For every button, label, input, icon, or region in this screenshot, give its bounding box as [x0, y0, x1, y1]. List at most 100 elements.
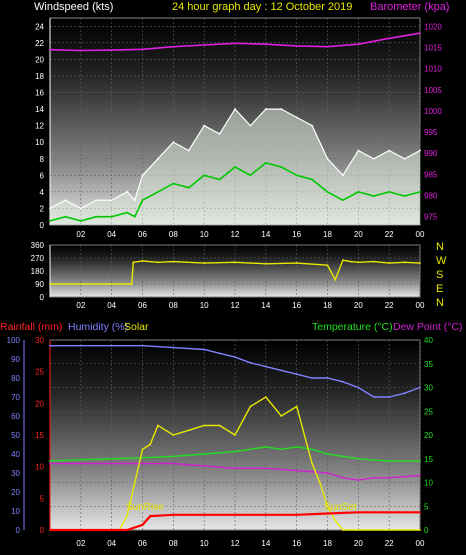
sunrise-label: SunRise	[126, 502, 164, 513]
temperature-axis-title: Temperature (°C)	[312, 321, 393, 333]
average-series-point	[342, 199, 344, 202]
x-tick-label: 18	[323, 539, 332, 548]
direction-series-point	[419, 262, 421, 264]
dewpoint-series-point	[295, 469, 298, 472]
barometer-tick-label: 995	[424, 128, 438, 137]
y-tick-label: 6	[40, 171, 45, 180]
direction-series-point	[157, 261, 159, 264]
gust-series-point	[64, 199, 67, 202]
rainfall-series-point	[234, 513, 236, 516]
direction-series-point	[326, 264, 329, 267]
humidity-axis-title: Humidity (%)	[68, 321, 128, 333]
x-tick-label: 10	[200, 230, 209, 239]
x-tick-label: 02	[76, 230, 85, 239]
barometer-tick-label: 1015	[424, 44, 442, 53]
temperature-series-point	[388, 460, 391, 463]
temperature-tick-label: 20	[424, 431, 433, 440]
temperature-tick-label: 0	[424, 526, 429, 535]
barometer-tick-label: 1005	[424, 86, 442, 95]
direction-series-point	[342, 259, 344, 262]
temperature-tick-label: 40	[424, 336, 433, 345]
barometer-series-point	[172, 45, 175, 48]
average-series-point	[133, 215, 136, 218]
humidity-series-point	[295, 373, 298, 376]
humidity-series-point	[280, 369, 283, 372]
gust-series-point	[357, 149, 360, 152]
average-series	[49, 162, 421, 222]
direction-series-point	[264, 262, 267, 265]
x-tick-label: 04	[107, 539, 116, 548]
temperature-series-point	[357, 457, 360, 460]
chart-title: 24 hour graph day : 12 October 2019	[172, 1, 352, 13]
humidity-series-point	[218, 352, 221, 355]
average-series-point	[372, 195, 375, 197]
dewpoint-series-point	[357, 479, 360, 482]
average-series-point	[203, 174, 206, 177]
direction-series-point	[130, 283, 133, 285]
x-tick-label: 12	[231, 230, 240, 239]
direction-series-point	[234, 261, 236, 264]
solar-series-point	[280, 415, 283, 417]
x-tick-label: 00	[416, 230, 425, 239]
temperature-series-point	[203, 453, 206, 455]
rainfall-series-point	[326, 512, 329, 515]
y-tick-label: 14	[35, 105, 44, 114]
barometer-tick-label: 1010	[424, 65, 442, 74]
humidity-series-point	[264, 365, 267, 368]
compass-letter: N	[436, 241, 444, 253]
gust-series-point	[342, 174, 344, 177]
humidity-series-point	[203, 348, 206, 351]
rainfall-series-point	[172, 513, 175, 516]
x-tick-label: 00	[416, 301, 425, 310]
solar-series-point	[318, 481, 321, 484]
temperature-series-point	[49, 460, 51, 463]
direction-series-point	[141, 259, 144, 262]
x-tick-label: 22	[385, 301, 394, 310]
solar-series-point	[141, 448, 144, 451]
average-series-point	[157, 190, 159, 193]
temperature-series-point	[172, 455, 175, 458]
rain-tick-label: 15	[35, 431, 44, 440]
average-series-point	[141, 199, 144, 202]
average-series-point	[403, 195, 406, 197]
humidity-series-point	[311, 377, 313, 379]
x-tick-label: 08	[169, 301, 178, 310]
y-tick-label: 2	[40, 204, 45, 213]
compass-letter: N	[436, 297, 444, 309]
x-tick-label: 02	[76, 539, 85, 548]
average-series-point	[234, 166, 236, 168]
rainfall-series-point	[295, 513, 298, 516]
barometer-tick-label: 985	[424, 170, 438, 179]
gust-series-point	[249, 124, 252, 127]
barometer-tick-label: 975	[424, 213, 438, 222]
barometer-axis-title: Barometer (kpa)	[370, 1, 449, 13]
barometer-series-point	[49, 48, 51, 51]
rain-tick-label: 5	[40, 494, 45, 503]
gust-series-point	[419, 149, 421, 152]
x-tick-label: 22	[385, 539, 394, 548]
barometer-series-point	[388, 37, 391, 40]
humidity-tick-label: 90	[11, 355, 20, 364]
y-tick-label: 0	[40, 221, 45, 230]
x-tick-label: 10	[200, 539, 209, 548]
x-tick-label: 02	[76, 301, 85, 310]
humidity-tick-label: 80	[11, 374, 20, 383]
barometer-series-point	[326, 45, 329, 48]
average-series-point	[79, 219, 82, 222]
rainfall-series-point	[203, 513, 206, 516]
average-series-point	[49, 219, 51, 222]
gust-series-point	[326, 157, 329, 160]
gust-series-point	[187, 149, 190, 152]
temperature-series-point	[280, 448, 283, 451]
average-series-point	[126, 211, 128, 214]
humidity-tick-label: 50	[11, 431, 20, 440]
humidity-tick-label: 70	[11, 393, 20, 402]
dewpoint-series-point	[419, 474, 421, 477]
gust-series-point	[280, 108, 283, 110]
dewpoint-series-point	[388, 476, 391, 479]
x-tick-label: 08	[169, 230, 178, 239]
rain-tick-label: 10	[35, 463, 44, 472]
barometer-series-point	[357, 43, 360, 46]
temperature-series-point	[342, 455, 344, 458]
barometer-series-point	[141, 48, 144, 51]
